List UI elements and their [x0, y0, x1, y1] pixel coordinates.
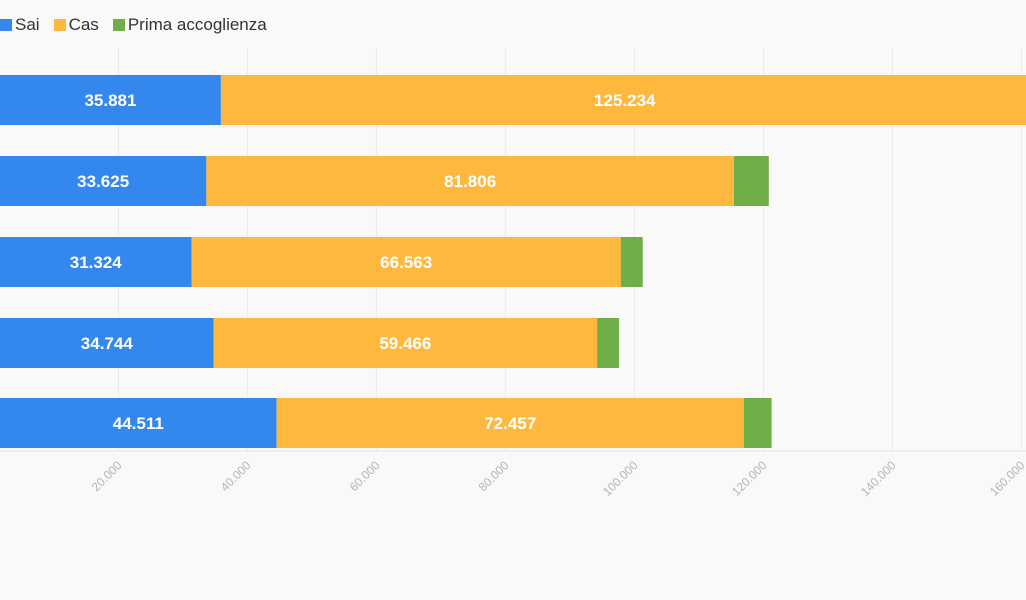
legend-swatch-prima-accoglienza	[112, 19, 125, 31]
bar-sai-0	[0, 75, 221, 125]
data-label-sai-0: 35.881	[84, 91, 136, 110]
data-label-cas-4: 72.457	[484, 414, 536, 433]
x-tick-label-3: 80.000	[476, 458, 512, 494]
data-label-cas-1: 81.806	[444, 172, 496, 191]
data-label-cas-0: 125.234	[594, 91, 656, 110]
legend-item-cas[interactable]: Cas	[53, 15, 99, 35]
legend-item-sai[interactable]: Sai	[0, 15, 40, 35]
legend-label-prima-accoglienza: Prima accoglienza	[127, 15, 267, 34]
legend-swatch-cas	[53, 19, 66, 31]
data-label-sai-2: 31.324	[70, 253, 123, 272]
bar-prima-accoglienza-2	[620, 237, 643, 287]
x-tick-label-6: 140.000	[858, 458, 899, 499]
bar-cas-1	[206, 156, 734, 206]
legend: Sai Cas Prima accoglienza	[0, 13, 281, 37]
bar-sai-4	[0, 398, 277, 448]
x-tick-label-7: 160.000	[987, 458, 1026, 499]
data-label-cas-2: 66.563	[380, 253, 432, 272]
legend-label-sai: Sai	[15, 15, 40, 34]
data-label-sai-1: 33.625	[77, 172, 129, 191]
bar-prima-accoglienza-4	[743, 398, 772, 448]
data-label-sai-3: 34.744	[81, 334, 134, 353]
bar-cas-4	[276, 398, 744, 448]
data-label-cas-3: 59.466	[379, 334, 431, 353]
legend-swatch-sai	[0, 19, 12, 31]
bar-cas-0	[220, 75, 1026, 125]
data-label-sai-4: 44.511	[113, 414, 164, 433]
bar-cas-3	[213, 318, 598, 368]
bar-sai-1	[0, 156, 207, 206]
bar-sai-3	[0, 318, 214, 368]
bar-prima-accoglienza-3	[597, 318, 620, 368]
x-tick-label-1: 40.000	[218, 458, 254, 494]
bar-cas-2	[191, 237, 621, 287]
x-tick-label-2: 60.000	[347, 458, 383, 494]
x-tick-label-4: 100.000	[600, 458, 641, 499]
legend-label-cas: Cas	[68, 15, 99, 34]
legend-item-prima-accoglienza[interactable]: Prima accoglienza	[112, 15, 267, 35]
bar-sai-2	[0, 237, 192, 287]
x-tick-label-5: 120.000	[729, 458, 770, 499]
bar-prima-accoglienza-1	[733, 156, 769, 206]
x-tick-label-0: 20.000	[89, 458, 125, 494]
